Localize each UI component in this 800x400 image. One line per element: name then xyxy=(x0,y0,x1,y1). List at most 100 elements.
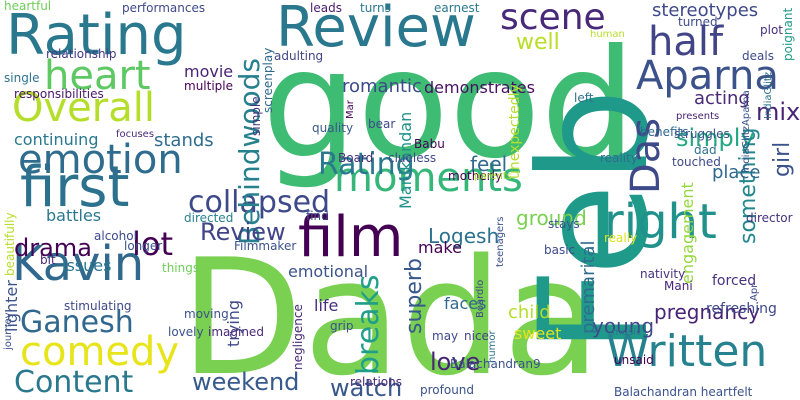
word-parents: parents xyxy=(474,171,512,182)
word-emotional: emotional xyxy=(288,262,369,281)
word-turns: turns xyxy=(360,1,391,15)
word-premarital: premarital xyxy=(578,240,599,334)
word-left: left xyxy=(574,91,594,105)
word-demonstrates: demonstrates xyxy=(424,78,535,97)
word-beautifully: beautifully xyxy=(3,212,17,276)
word-love: love xyxy=(430,348,481,376)
word-focuses: focuses xyxy=(116,129,155,140)
word-film: film xyxy=(298,205,404,270)
word-kavin: Kavin xyxy=(12,236,145,292)
word-screenplay: screenplay xyxy=(261,47,275,113)
word-benefits: benefits xyxy=(640,125,689,139)
word-indiaglitz: IndiaGlitz xyxy=(763,71,774,119)
word-moving: moving xyxy=(184,307,229,321)
word-filmmaker: Filmmaker xyxy=(234,239,297,253)
word-mar: Mar xyxy=(345,100,356,119)
word-aparna: Aparna xyxy=(636,53,779,99)
word-feel: feel xyxy=(470,152,508,176)
word-human: human xyxy=(590,29,625,40)
word-good: good xyxy=(262,18,636,192)
word-presents: presents xyxy=(676,111,720,122)
word-right: right xyxy=(604,194,717,250)
word-stereotypes: stereotypes xyxy=(652,0,759,21)
word-music: music xyxy=(612,327,642,338)
word-imagined: imagined xyxy=(208,325,264,339)
word-may: may xyxy=(432,329,459,343)
word-clueless: clueless xyxy=(388,151,437,165)
word-struggles: struggles xyxy=(674,127,730,141)
word-rating: Rating xyxy=(6,3,187,68)
word-teenagers: teenagers xyxy=(495,216,506,267)
word-single: single xyxy=(4,71,40,85)
word-place: place xyxy=(712,162,761,183)
word-relationship: relationship xyxy=(46,47,117,61)
word-scene: scene xyxy=(500,0,606,38)
word-well: well xyxy=(516,30,560,55)
word-half: half xyxy=(648,19,724,65)
word-ganesh: Ganesh xyxy=(20,305,134,340)
word-dad: dad xyxy=(694,143,717,157)
word-written: Written xyxy=(606,326,768,377)
word-dada: Dada xyxy=(180,224,601,400)
word-longer: longer xyxy=(124,239,163,253)
word-watch: watch xyxy=(330,374,403,400)
word-alcohol: alcohol xyxy=(94,229,137,243)
word-comedy: comedy xyxy=(20,329,180,375)
word-bit: bit xyxy=(40,253,56,267)
word-deals: deals xyxy=(742,49,774,63)
word-touched: touched xyxy=(672,155,721,169)
word-issues: issues xyxy=(62,256,112,275)
word-battles: battles xyxy=(46,206,102,225)
word-pregnancy: pregnancy xyxy=(654,300,760,324)
word-superb: superb xyxy=(402,258,427,334)
word-heart: heart xyxy=(44,53,151,99)
word-first: first xyxy=(20,155,130,220)
word-stimulating: stimulating xyxy=(64,299,132,313)
word-ground: ground xyxy=(516,206,587,230)
word-emotion: emotion xyxy=(18,137,183,183)
word-lot: lot xyxy=(132,225,174,263)
word-drama: drama xyxy=(14,234,92,262)
word-leads: leads xyxy=(310,1,342,15)
word-performances: performances xyxy=(122,1,206,15)
word-balachandran-heartfelt: Balachandran heartfelt xyxy=(614,385,753,399)
word-poignant: poignant xyxy=(781,7,795,61)
word-simple: simple xyxy=(249,96,263,136)
word-balachandran9: Balachandran9 xyxy=(450,357,541,371)
word-mix: mix xyxy=(756,98,800,126)
word-board: Board xyxy=(338,151,374,165)
word-profound: profound xyxy=(420,383,475,397)
word-basic: basic xyxy=(544,243,576,257)
word-acting: acting xyxy=(694,88,750,109)
word-apr: Apr xyxy=(749,283,760,301)
word-plot: plot xyxy=(760,23,783,37)
word-overall: Overall xyxy=(12,85,155,131)
word-journey: journey xyxy=(3,312,14,350)
word-multiple: multiple xyxy=(184,79,234,93)
word-grip: grip xyxy=(330,319,354,333)
word-nice: nice xyxy=(464,329,489,343)
word-unsaid: unsaid xyxy=(614,353,654,367)
word-moments: moments xyxy=(334,155,523,201)
word-content: Content xyxy=(14,365,134,400)
word-faces: faces xyxy=(444,294,487,313)
word-movie: movie xyxy=(184,62,234,81)
word-unexpectedly: unexpectedly xyxy=(507,84,523,179)
word-turned: turned xyxy=(678,15,718,29)
word-responsibilities: responsibilities xyxy=(14,87,104,101)
word-indiaglitzaparna: IndiaGlitzAparna xyxy=(741,90,752,173)
word-things: things xyxy=(162,261,200,275)
word-stays: stays xyxy=(548,217,580,231)
word-refreshing: refreshing xyxy=(706,301,777,317)
word-nativity: nativity xyxy=(640,267,686,281)
word-weekend: weekend xyxy=(192,368,300,396)
word-directed: directed xyxy=(184,211,234,225)
word-review: Review xyxy=(200,218,286,246)
word-continuing: continuing xyxy=(14,130,99,149)
word-logesh: Logesh xyxy=(428,224,500,248)
word-mani: Mani xyxy=(664,279,693,293)
word-simply: simply xyxy=(676,124,755,152)
word-relations: relations xyxy=(350,375,402,389)
word-stands: stands xyxy=(154,130,214,151)
word-negligence: negligence xyxy=(291,304,305,370)
